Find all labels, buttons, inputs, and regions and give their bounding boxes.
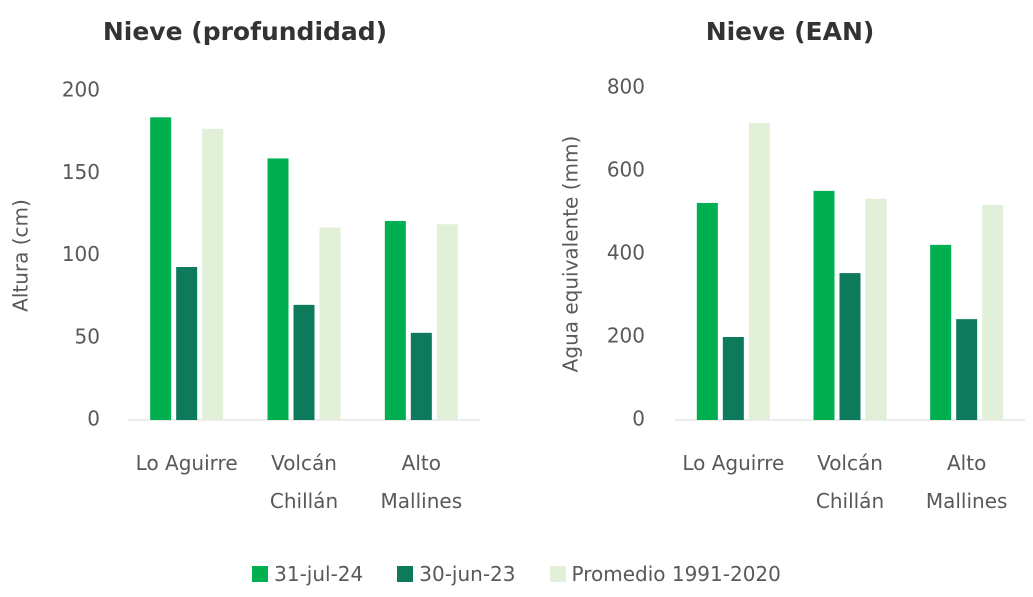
legend-label: Promedio 1991-2020 [571,562,781,586]
chart-title: Nieve (profundidad) [103,17,387,46]
bar [813,190,835,420]
bar [293,304,315,420]
bar [696,202,718,420]
legend-item: Promedio 1991-2020 [549,562,781,586]
legend-swatch [252,566,269,582]
y-tick-label: 100 [62,242,100,266]
chart-title: Nieve (EAN) [706,17,875,46]
y-tick-label: 0 [87,407,100,431]
bar [748,122,770,421]
bar [930,244,952,420]
bar [722,337,744,420]
y-tick-label: 400 [607,241,645,265]
legend-label: 30-jun-23 [419,562,516,586]
legend-item: 31-jul-24 [252,562,363,586]
y-tick-label: 200 [62,78,100,102]
x-tick-label: Alto Mallines [380,451,463,513]
bar [982,205,1004,420]
x-tick-label: Lo Aguirre [682,451,785,475]
bar [436,224,458,420]
y-tick-label: 50 [75,324,100,348]
bar [865,198,887,420]
bar [410,332,432,420]
legend-swatch [549,566,566,582]
bar [150,117,172,420]
bar [839,273,861,420]
x-tick-label: Lo Aguirre [135,451,238,475]
bar [176,267,198,420]
legend-item: 30-jun-23 [397,562,516,586]
bar [202,128,224,420]
y-tick-label: 600 [607,158,645,182]
y-tick-label: 150 [62,160,100,184]
y-tick-label: 200 [607,324,645,348]
y-axis-label: Agua equivalente (mm) [559,136,583,373]
x-tick-label: Volcán Chillán [269,451,339,513]
legend: 31-jul-24 30-jun-23 Promedio 1991-2020 [0,562,1033,586]
legend-label: 31-jul-24 [274,562,364,586]
legend-swatch [397,566,414,582]
y-axis-label: Altura (cm) [9,199,33,312]
x-tick-label: Volcán Chillán [815,451,885,513]
y-tick-label: 800 [607,75,645,99]
bar [384,220,406,420]
y-tick-label: 0 [632,407,645,431]
bar [319,227,341,420]
bar [956,319,978,420]
bar [267,158,289,420]
x-tick-label: Alto Mallines [925,451,1008,513]
